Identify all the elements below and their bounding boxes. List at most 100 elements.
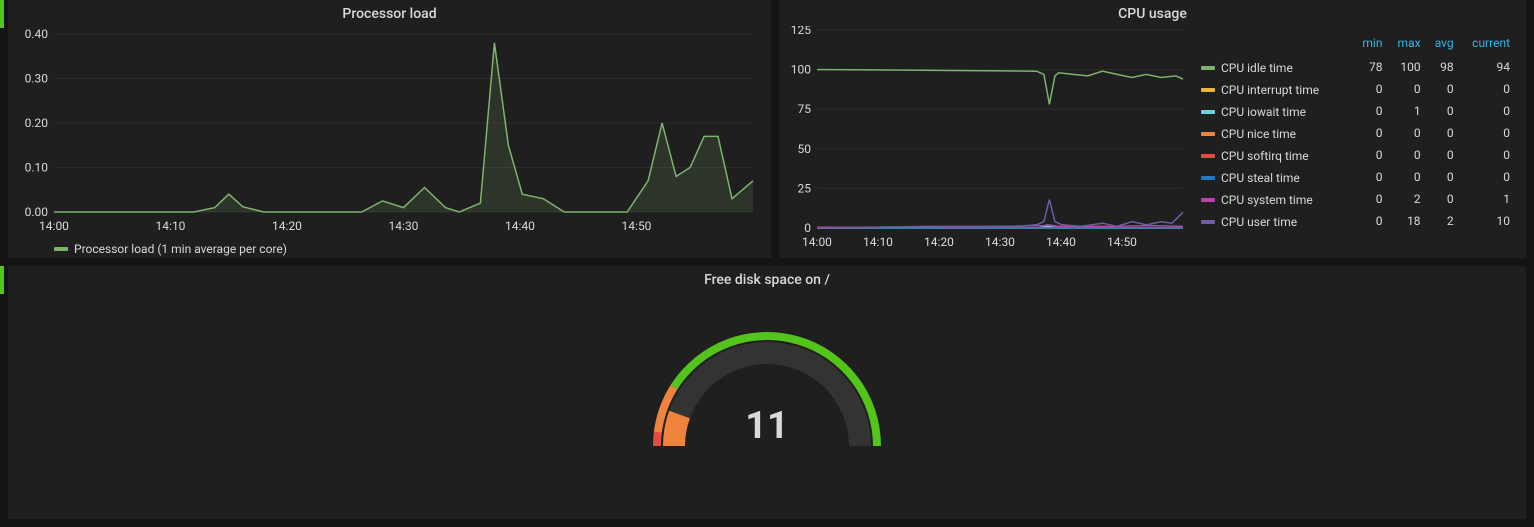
legend-swatch (1201, 220, 1215, 224)
legend-row[interactable]: CPU user time 018210 (1197, 210, 1514, 232)
legend-value: 0 (1352, 210, 1387, 232)
legend-value: 98 (1425, 56, 1458, 78)
cpu-legend-table: minmaxavgcurrent CPU idle time781009894C… (1189, 26, 1526, 250)
svg-text:50: 50 (798, 142, 812, 156)
svg-text:14:50: 14:50 (622, 219, 652, 233)
legend-value: 2 (1425, 210, 1458, 232)
legend-series-name: CPU idle time (1221, 61, 1293, 75)
legend-header: avg (1425, 34, 1458, 56)
processor-load-legend[interactable]: Processor load (1 min average per core) (8, 236, 771, 256)
svg-text:14:30: 14:30 (389, 219, 419, 233)
panel-accent (0, 266, 4, 294)
processor-load-chart[interactable]: 0.00 0.10 0.20 0.30 0.40 14:00 14:10 14:20 14:30… (8, 26, 771, 236)
disk-gauge[interactable]: 11 (8, 292, 1526, 500)
legend-row[interactable]: CPU interrupt time0000 (1197, 78, 1514, 100)
legend-series-name: CPU system time (1221, 193, 1313, 207)
legend-swatch (1201, 132, 1215, 136)
svg-text:14:00: 14:00 (39, 219, 69, 233)
legend-value: 0 (1458, 166, 1514, 188)
legend-series-name: CPU softirq time (1221, 149, 1309, 163)
legend-row[interactable]: CPU nice time0000 (1197, 122, 1514, 144)
svg-text:14:00: 14:00 (802, 235, 832, 249)
legend-value: 0 (1458, 78, 1514, 100)
legend-swatch (1201, 88, 1215, 92)
legend-swatch (54, 247, 68, 251)
legend-value: 1 (1458, 188, 1514, 210)
legend-value: 0 (1425, 100, 1458, 122)
legend-value: 0 (1425, 144, 1458, 166)
legend-value: 0 (1458, 100, 1514, 122)
disk-gauge-panel: Free disk space on / 11 (8, 266, 1526, 519)
legend-row[interactable]: CPU idle time 781009894 (1197, 56, 1514, 78)
svg-text:14:30: 14:30 (985, 235, 1015, 249)
legend-header: min (1352, 34, 1387, 56)
svg-text:0.30: 0.30 (25, 72, 49, 86)
legend-value: 0 (1386, 166, 1424, 188)
legend-value: 0 (1458, 144, 1514, 166)
legend-series-name: CPU steal time (1221, 171, 1300, 185)
legend-series-name: CPU nice time (1221, 127, 1296, 141)
legend-header (1197, 34, 1352, 56)
legend-series-name: CPU user time (1221, 215, 1297, 229)
svg-text:14:20: 14:20 (924, 235, 954, 249)
svg-text:125: 125 (791, 26, 811, 37)
svg-text:14:40: 14:40 (1046, 235, 1076, 249)
legend-value: 0 (1352, 100, 1387, 122)
svg-text:25: 25 (798, 181, 812, 195)
legend-row[interactable]: CPU softirq time0000 (1197, 144, 1514, 166)
legend-value: 100 (1386, 56, 1424, 78)
legend-swatch (1201, 176, 1215, 180)
legend-header: current (1458, 34, 1514, 56)
legend-value: 0 (1386, 78, 1424, 100)
disk-gauge-title: Free disk space on / (8, 266, 1526, 292)
legend-value: 0 (1458, 122, 1514, 144)
legend-value: 0 (1425, 122, 1458, 144)
cpu-usage-panel: CPU usage 025507510012514:0014:1014:2014… (779, 0, 1526, 258)
legend-value: 0 (1386, 144, 1424, 166)
legend-value: 0 (1352, 166, 1387, 188)
legend-row[interactable]: CPU system time0201 (1197, 188, 1514, 210)
svg-text:14:50: 14:50 (1107, 235, 1137, 249)
svg-text:0.10: 0.10 (25, 161, 49, 175)
legend-value: 0 (1352, 188, 1387, 210)
legend-swatch (1201, 198, 1215, 202)
svg-text:14:20: 14:20 (272, 219, 302, 233)
legend-value: 78 (1352, 56, 1387, 78)
legend-value: 94 (1458, 56, 1514, 78)
cpu-usage-title: CPU usage (779, 0, 1526, 26)
legend-value: 0 (1386, 122, 1424, 144)
legend-value: 0 (1425, 78, 1458, 100)
legend-value: 2 (1386, 188, 1424, 210)
processor-load-panel: Processor load 0.00 0.10 0.20 0.30 0.40 14:00… (8, 0, 771, 258)
legend-value: 1 (1386, 100, 1424, 122)
legend-series-name: CPU iowait time (1221, 105, 1306, 119)
svg-text:14:10: 14:10 (863, 235, 893, 249)
legend-row[interactable]: CPU steal time0000 (1197, 166, 1514, 188)
legend-series-name: CPU interrupt time (1221, 83, 1319, 97)
svg-text:0.40: 0.40 (25, 27, 49, 41)
legend-value: 18 (1386, 210, 1424, 232)
legend-value: 0 (1352, 122, 1387, 144)
svg-text:0.00: 0.00 (25, 205, 49, 219)
legend-value: 0 (1425, 188, 1458, 210)
legend-value: 10 (1458, 210, 1514, 232)
legend-swatch (1201, 154, 1215, 158)
gauge-value: 11 (745, 404, 789, 448)
cpu-usage-chart[interactable]: 0 25 50 75 100 125 14:00 14:10 14:20 14:30 14:40 14… (779, 26, 1189, 250)
svg-text:75: 75 (798, 102, 812, 116)
svg-text:14:40: 14:40 (505, 219, 535, 233)
processor-load-title: Processor load (8, 0, 771, 26)
svg-text:100: 100 (791, 63, 811, 77)
legend-header: max (1386, 34, 1424, 56)
legend-swatch (1201, 66, 1215, 70)
svg-text:0.20: 0.20 (25, 116, 49, 130)
legend-value: 0 (1425, 166, 1458, 188)
legend-value: 0 (1352, 144, 1387, 166)
svg-text:14:10: 14:10 (156, 219, 186, 233)
legend-swatch (1201, 110, 1215, 114)
legend-value: 0 (1352, 78, 1387, 100)
legend-label: Processor load (1 min average per core) (74, 242, 287, 256)
svg-text:0: 0 (804, 221, 811, 235)
panel-accent (0, 0, 4, 28)
legend-row[interactable]: CPU iowait time0100 (1197, 100, 1514, 122)
